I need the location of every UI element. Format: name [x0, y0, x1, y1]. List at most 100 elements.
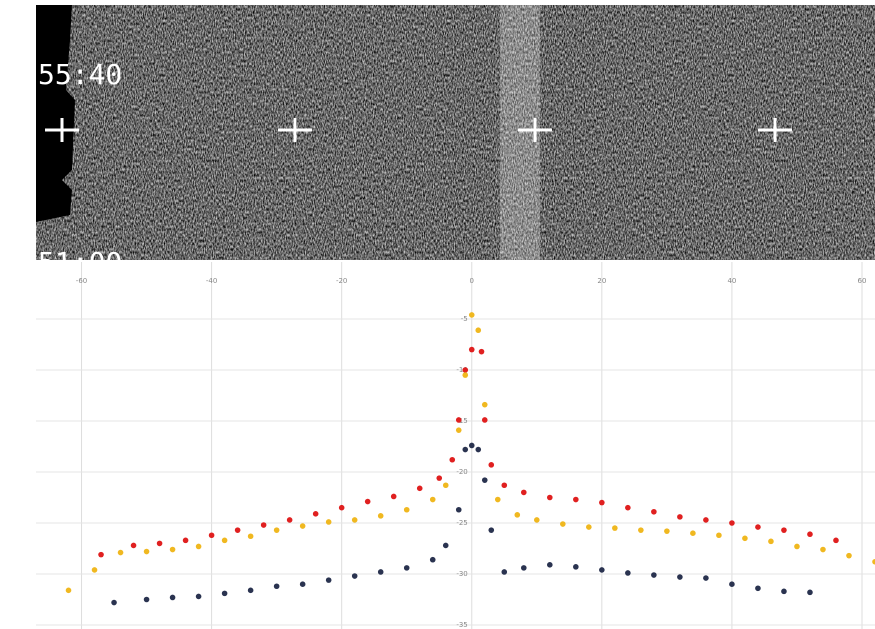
point: [514, 512, 521, 518]
point: [807, 589, 813, 596]
point: [742, 535, 748, 542]
point: [468, 312, 475, 318]
point: [573, 496, 579, 503]
point: [599, 567, 605, 573]
point: [846, 552, 852, 559]
point: [651, 508, 657, 515]
point: [638, 527, 644, 533]
point: [501, 569, 508, 575]
point: [468, 442, 475, 449]
point: [221, 590, 228, 597]
point: [455, 417, 462, 423]
point: [781, 527, 787, 533]
point: [488, 462, 495, 468]
x-tick-label: -60: [76, 277, 87, 285]
point: [664, 528, 670, 534]
point: [781, 588, 787, 595]
point: [436, 475, 443, 481]
point: [208, 532, 215, 539]
point: [478, 348, 485, 355]
point: [807, 531, 813, 538]
point: [111, 599, 117, 606]
point: [449, 456, 456, 463]
point: [599, 499, 605, 506]
y-tick-label: -35: [456, 621, 467, 629]
point: [755, 585, 761, 592]
point: [481, 401, 488, 408]
point: [560, 521, 566, 527]
point: [195, 593, 202, 600]
point: [416, 485, 423, 492]
point: [833, 537, 839, 544]
point: [442, 482, 449, 489]
point: [117, 549, 124, 556]
point: [488, 527, 495, 533]
point: [156, 540, 163, 547]
point: [494, 496, 501, 503]
point: [169, 546, 176, 553]
point: [462, 372, 469, 378]
point: [677, 574, 683, 580]
point: [547, 562, 553, 568]
point: [91, 567, 98, 573]
point: [429, 496, 436, 503]
point: [872, 558, 875, 565]
point: [273, 583, 280, 590]
point: [716, 532, 722, 539]
point: [794, 543, 800, 550]
point: [612, 525, 618, 531]
point: [442, 542, 449, 549]
point: [247, 533, 254, 540]
y-tick-label: -30: [456, 570, 467, 578]
point: [195, 543, 202, 550]
point: [703, 575, 709, 581]
point: [625, 570, 631, 576]
point: [690, 530, 696, 536]
point: [573, 564, 579, 570]
point: [286, 517, 293, 523]
point: [429, 556, 436, 563]
point: [455, 506, 462, 513]
point: [377, 513, 384, 519]
point: [481, 417, 488, 423]
point: [820, 546, 826, 553]
point: [299, 523, 306, 529]
point: [468, 346, 475, 353]
point: [520, 565, 527, 571]
chart-bg: [0, 262, 875, 629]
point: [403, 565, 410, 571]
y-tick-label: -20: [456, 468, 467, 476]
point: [364, 498, 371, 505]
point: [65, 587, 72, 594]
signal-stripe: [500, 5, 540, 260]
point: [260, 522, 267, 528]
point: [625, 504, 631, 511]
point: [403, 506, 410, 513]
point: [475, 327, 482, 334]
point: [729, 520, 735, 526]
point: [377, 569, 384, 575]
x-tick-label: 60: [858, 277, 867, 285]
point: [586, 524, 592, 530]
x-tick-label: -20: [336, 277, 347, 285]
y-tick-label: -10: [456, 366, 467, 374]
point: [520, 489, 527, 496]
black-edge: [36, 5, 75, 222]
point: [143, 596, 150, 603]
crosshairs: [45, 118, 792, 142]
point: [455, 427, 462, 433]
point: [247, 587, 254, 594]
y-tick-label: -25: [456, 519, 467, 527]
y-tick-label: -15: [456, 417, 467, 425]
point: [533, 517, 540, 523]
x-tick-label: 40: [727, 277, 736, 285]
point: [547, 494, 553, 501]
point: [651, 572, 657, 578]
point: [312, 511, 319, 517]
point: [234, 527, 241, 533]
x-tick-label: -40: [206, 277, 217, 285]
time-label: 55:40: [38, 58, 122, 91]
point: [338, 504, 345, 511]
point: [351, 573, 358, 579]
